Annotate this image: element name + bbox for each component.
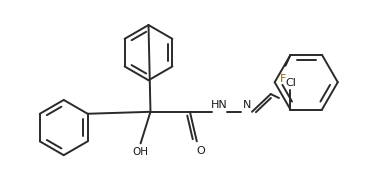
Text: O: O <box>196 146 205 156</box>
Text: OH: OH <box>132 147 149 157</box>
Text: Cl: Cl <box>285 78 296 88</box>
Text: F: F <box>279 74 286 84</box>
Text: N: N <box>243 100 251 110</box>
Text: HN: HN <box>211 100 228 110</box>
